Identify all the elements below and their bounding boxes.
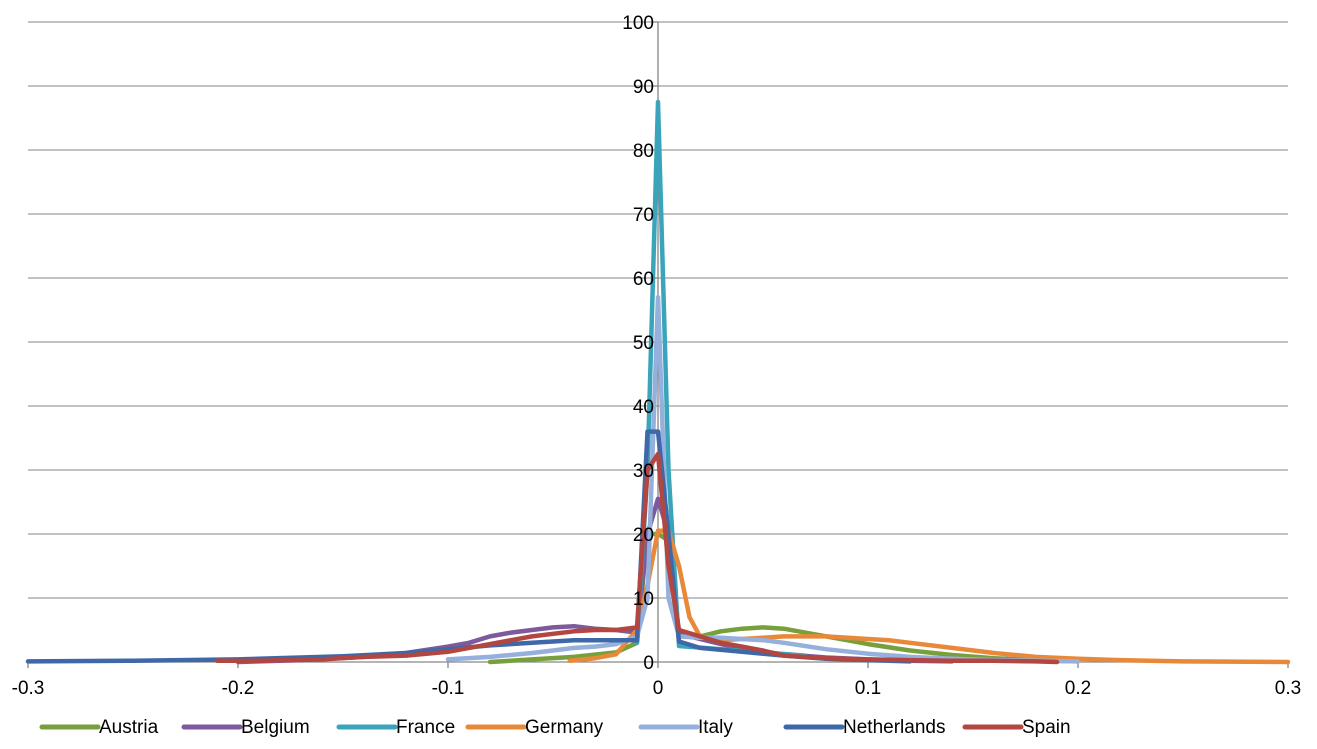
x-tick-label-3: 0 [653, 678, 664, 699]
y-tick-label-5: 50 [633, 333, 654, 354]
x-tick-label-2: -0.1 [432, 678, 465, 699]
legend-label-germany: Germany [525, 717, 604, 738]
y-tick-label-1: 10 [633, 589, 654, 610]
x-tick-label-5: 0.2 [1065, 678, 1091, 699]
legend-item-germany: Germany [465, 717, 604, 738]
legend-label-belgium: Belgium [241, 717, 310, 738]
x-tick-label-0: -0.3 [12, 678, 45, 699]
legend-item-italy: Italy [638, 717, 733, 738]
y-tick-label-7: 70 [633, 205, 654, 226]
tick-labels: 0 10 20 30 40 50 60 70 80 90 100 -0.3 -0.2 -0.1 0 0.1 0.… [12, 13, 1302, 699]
legend-item-netherlands: Netherlands [783, 717, 945, 738]
y-tick-label-2: 20 [633, 525, 654, 546]
legend-item-belgium: Belgium [181, 717, 310, 738]
y-tick-label-3: 30 [633, 461, 654, 482]
legend-item-austria: Austria [39, 717, 159, 738]
x-tick-label-1: -0.2 [222, 678, 255, 699]
legend-item-spain: Spain [962, 717, 1071, 738]
series-line-spain [214, 451, 1060, 665]
y-tick-label-9: 90 [633, 77, 654, 98]
legend-label-netherlands: Netherlands [843, 717, 945, 738]
series-line-italy [445, 294, 1081, 664]
x-tick-label-6: 0.3 [1275, 678, 1301, 699]
series-line-austria [487, 531, 1081, 665]
y-tick-label-4: 40 [633, 397, 654, 418]
legend-item-france: France [336, 717, 455, 738]
legend-label-austria: Austria [99, 717, 159, 738]
legend-label-france: France [396, 717, 455, 738]
y-tick-label-10: 100 [622, 13, 654, 34]
series-lines [25, 99, 1291, 665]
legend: Austria Belgium France Germany Italy Netherla… [39, 717, 1071, 738]
y-tick-label-6: 60 [633, 269, 654, 290]
legend-label-spain: Spain [1022, 717, 1071, 738]
y-tick-label-0: 0 [643, 653, 654, 674]
x-tick-label-4: 0.1 [855, 678, 881, 699]
legend-label-italy: Italy [698, 717, 733, 738]
y-tick-label-8: 80 [633, 141, 654, 162]
